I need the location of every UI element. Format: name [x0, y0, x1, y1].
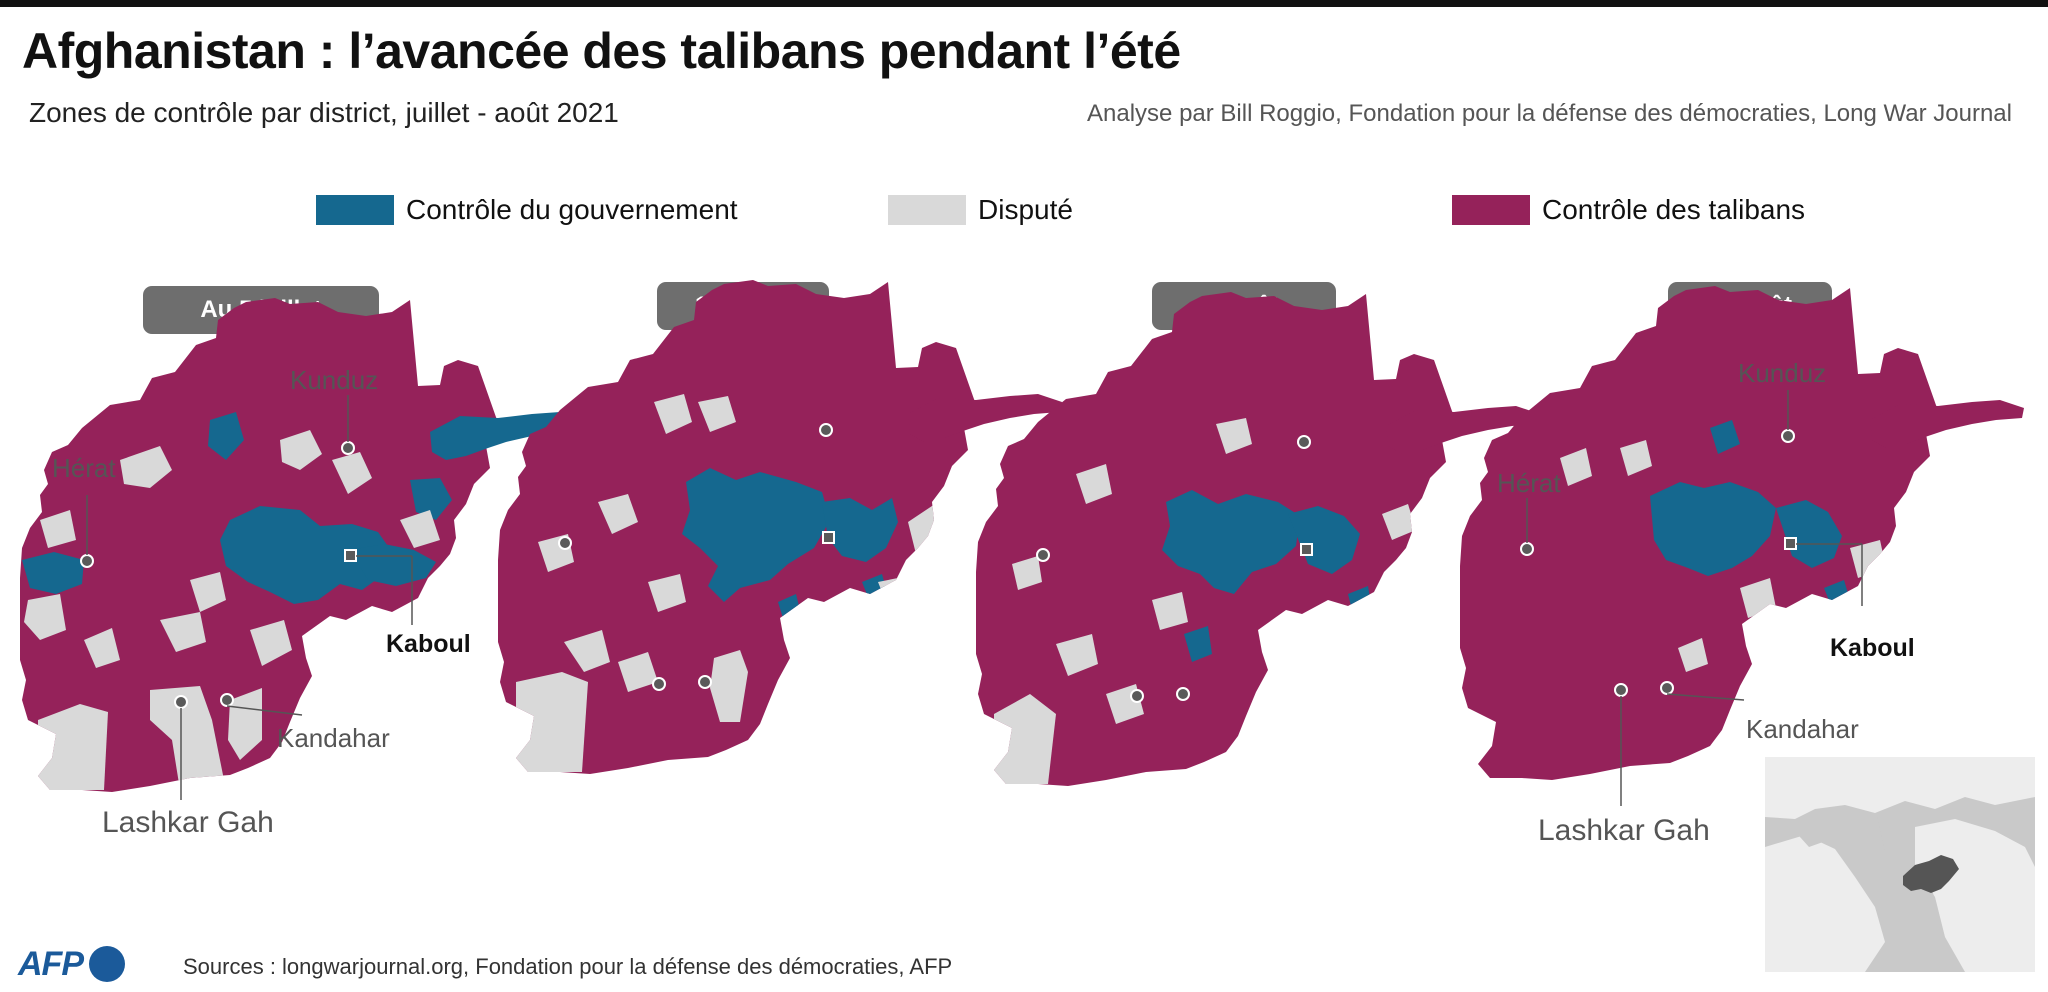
city-markers-map-4 — [1520, 390, 1863, 806]
legend-swatch-disputed — [888, 195, 966, 225]
legend-swatch-government — [316, 195, 394, 225]
city-markers-map-2 — [558, 423, 835, 691]
legend-label-disputed: Disputé — [978, 194, 1073, 225]
city-label-kunduz-map-4: Kunduz — [1738, 358, 1827, 388]
city-label-kaboul-map-1: Kaboul — [386, 630, 471, 658]
analysis-credit: Analyse par Bill Roggio, Fondation pour … — [1087, 100, 2012, 127]
city-markers-map-1 — [80, 395, 413, 800]
city-label-herat-map-4: Hérat — [1497, 468, 1561, 498]
city-label-kunduz-map-1: Kunduz — [290, 365, 379, 395]
city-label-kaboul-map-4: Kaboul — [1830, 634, 1915, 662]
sources-text: Sources : longwarjournal.org, Fondation … — [183, 954, 953, 979]
map-18-juillet — [498, 280, 1062, 774]
top-rule — [0, 0, 2048, 7]
afghanistan-highlight — [1903, 855, 1959, 893]
locator-inset-map — [1765, 757, 2035, 972]
city-label-herat-map-1: Hérat — [52, 453, 116, 483]
page-subtitle: Zones de contrôle par district, juillet … — [29, 97, 619, 128]
legend-disputed: Disputé — [888, 190, 1073, 230]
city-label-kandahar-map-4: Kandahar — [1746, 714, 1859, 744]
page-title: Afghanistan : l’avancée des talibans pen… — [22, 23, 1181, 79]
legend-label-taliban: Contrôle des talibans — [1542, 194, 1806, 225]
legend-label-government: Contrôle du gouvernement — [406, 194, 738, 225]
legend-government: Contrôle du gouvernement — [316, 190, 738, 230]
legend-taliban: Contrôle des talibans — [1452, 190, 1805, 230]
city-label-lashkar-gah-map-1: Lashkar Gah — [102, 806, 274, 839]
city-label-lashkar-gah-map-4: Lashkar Gah — [1538, 814, 1710, 847]
map-8-aout — [976, 292, 1540, 786]
city-markers-map-3 — [1036, 435, 1313, 703]
afp-logo: AFP — [18, 943, 125, 985]
legend-swatch-taliban — [1452, 195, 1530, 225]
afp-logo-text: AFP — [18, 944, 84, 983]
city-label-kandahar-map-1: Kandahar — [277, 723, 390, 753]
afp-logo-dot — [89, 946, 125, 982]
